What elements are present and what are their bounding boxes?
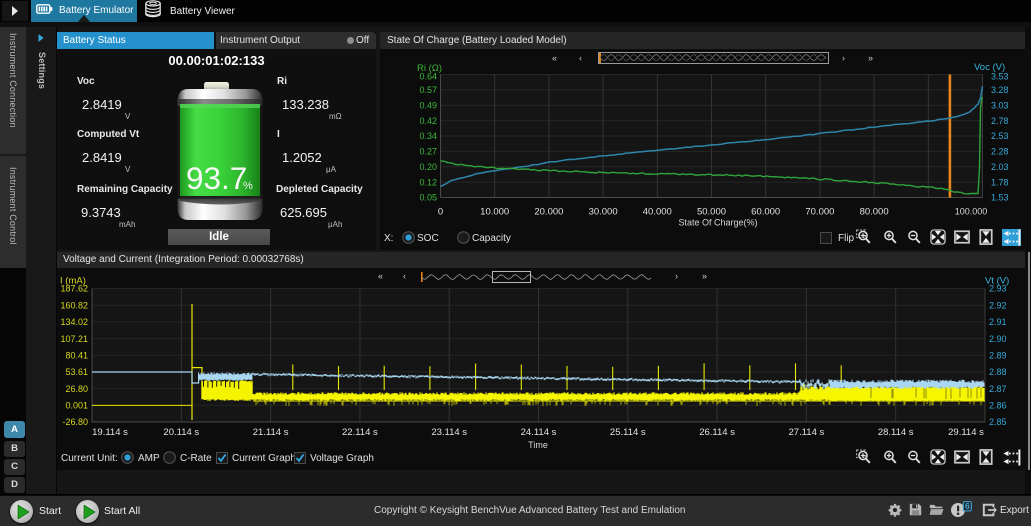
svg-text:80.41: 80.41 <box>65 351 88 361</box>
svg-text:23.114 s: 23.114 s <box>431 427 467 438</box>
svg-text:2.03: 2.03 <box>991 162 1009 172</box>
svg-text:State Of Charge(%): State Of Charge(%) <box>678 218 757 228</box>
svg-text:2.53: 2.53 <box>991 131 1009 141</box>
svg-text:80.000: 80.000 <box>860 207 889 218</box>
svg-text:29.114 s: 29.114 s <box>948 427 984 438</box>
svg-text:24.114 s: 24.114 s <box>521 427 557 438</box>
svg-text:Voc (V): Voc (V) <box>974 62 1005 73</box>
svg-text:3.53: 3.53 <box>991 72 1009 82</box>
svg-text:1.78: 1.78 <box>991 177 1009 187</box>
svg-text:93.7: 93.7 <box>186 160 247 196</box>
svg-text:2.88: 2.88 <box>989 367 1007 377</box>
svg-text:60.000: 60.000 <box>751 207 780 218</box>
svg-text:134.02: 134.02 <box>60 317 88 327</box>
svg-text:2.85: 2.85 <box>989 417 1007 427</box>
svg-text:2.87: 2.87 <box>989 384 1007 394</box>
svg-text:6: 6 <box>965 501 970 511</box>
svg-text:0.34: 0.34 <box>419 131 437 141</box>
svg-text:0.64: 0.64 <box>419 72 437 82</box>
svg-text:-26.80: -26.80 <box>62 417 88 427</box>
svg-text:40.000: 40.000 <box>643 207 672 218</box>
svg-text:1.53: 1.53 <box>991 193 1009 203</box>
svg-text:Ri (Ω): Ri (Ω) <box>417 63 442 74</box>
svg-text:27.114 s: 27.114 s <box>789 427 825 438</box>
svg-text:0.49: 0.49 <box>419 101 437 111</box>
svg-text:0.27: 0.27 <box>419 147 437 157</box>
svg-text:2.89: 2.89 <box>989 351 1007 361</box>
svg-text:19.114 s: 19.114 s <box>92 427 128 438</box>
svg-text:0: 0 <box>438 207 443 218</box>
svg-text:2.28: 2.28 <box>991 147 1009 157</box>
svg-text:0.57: 0.57 <box>419 85 437 95</box>
svg-text:100.000: 100.000 <box>955 207 988 217</box>
svg-text:2.91: 2.91 <box>989 317 1007 327</box>
svg-text:0.12: 0.12 <box>419 177 437 187</box>
svg-text:53.61: 53.61 <box>65 367 88 377</box>
svg-text:26.114 s: 26.114 s <box>699 427 735 438</box>
svg-text:10.000: 10.000 <box>480 207 509 218</box>
svg-text:20.114 s: 20.114 s <box>163 427 199 438</box>
svg-text:0.20: 0.20 <box>419 162 437 172</box>
svg-text:50.000: 50.000 <box>697 207 726 218</box>
svg-text:20.000: 20.000 <box>534 207 563 218</box>
svg-text:26.80: 26.80 <box>65 384 88 394</box>
svg-text:160.82: 160.82 <box>60 300 88 310</box>
svg-text:28.114 s: 28.114 s <box>878 427 914 438</box>
svg-text:2.92: 2.92 <box>989 300 1007 310</box>
svg-text:2.93: 2.93 <box>989 284 1007 294</box>
svg-text:Vt (V): Vt (V) <box>985 276 1009 287</box>
svg-text:22.114 s: 22.114 s <box>342 427 378 438</box>
svg-text:70.000: 70.000 <box>805 207 834 218</box>
svg-text:%: % <box>243 180 253 192</box>
svg-text:187.62: 187.62 <box>60 284 88 294</box>
svg-text:3.03: 3.03 <box>991 101 1009 111</box>
svg-text:0.42: 0.42 <box>419 116 437 126</box>
svg-text:2.90: 2.90 <box>989 334 1007 344</box>
svg-text:I (mA): I (mA) <box>60 276 86 287</box>
svg-text:Time: Time <box>528 440 548 450</box>
svg-text:2.86: 2.86 <box>989 401 1007 411</box>
svg-text:25.114 s: 25.114 s <box>610 427 646 438</box>
svg-text:2.78: 2.78 <box>991 116 1009 126</box>
svg-text:21.114 s: 21.114 s <box>253 427 289 438</box>
svg-text:107.21: 107.21 <box>60 334 88 344</box>
svg-text:0.001: 0.001 <box>65 401 88 411</box>
svg-text:3.28: 3.28 <box>991 85 1009 95</box>
svg-text:0.05: 0.05 <box>419 193 437 203</box>
svg-text:30.000: 30.000 <box>589 207 618 218</box>
